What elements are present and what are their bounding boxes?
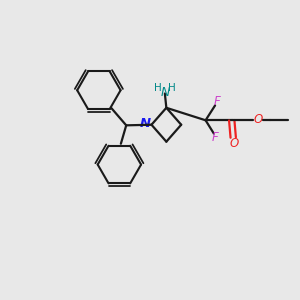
- Text: F: F: [213, 95, 220, 108]
- Text: H: H: [154, 83, 162, 93]
- Text: F: F: [212, 131, 219, 144]
- Text: N: N: [161, 86, 170, 99]
- Text: N: N: [140, 117, 151, 130]
- Text: O: O: [253, 113, 262, 126]
- Text: H: H: [168, 83, 176, 93]
- Text: O: O: [229, 137, 239, 150]
